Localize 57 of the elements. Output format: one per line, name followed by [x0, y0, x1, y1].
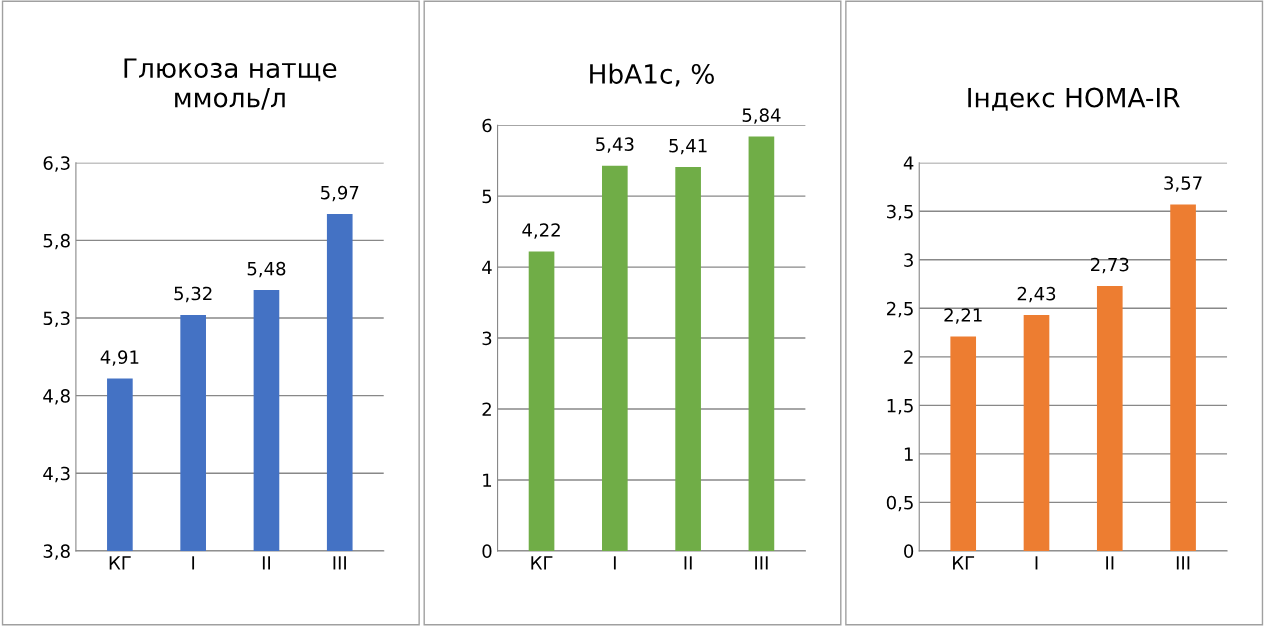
y-tick-label: 4,8 [43, 389, 70, 405]
x-tick-label: КГ [109, 556, 131, 570]
y-tick-label: 1 [483, 473, 492, 487]
y-tick-label: 0,5 [886, 495, 913, 512]
bar [748, 136, 775, 551]
bar [528, 251, 555, 551]
y-tick-label: 4,3 [43, 466, 70, 483]
data-label: 5,84 [742, 108, 781, 124]
y-tick-label: 1 [904, 447, 913, 461]
y-tick-label: 0 [904, 544, 914, 558]
y-tick-label: 3 [482, 331, 492, 346]
x-tick-label: II [1106, 556, 1114, 570]
y-tick-label: 2,5 [886, 301, 913, 318]
data-label: 2,21 [944, 308, 982, 324]
y-tick-label: 4 [482, 260, 492, 274]
y-tick-label: 3,5 [887, 204, 913, 221]
y-tick-label: 6 [482, 118, 492, 133]
y-tick-label: 3,8 [43, 544, 70, 560]
bar [1096, 285, 1123, 551]
data-label: 3,57 [1164, 176, 1202, 192]
data-label: 5,48 [247, 261, 286, 278]
y-tick-label: 2 [904, 350, 913, 364]
data-label: 5,97 [321, 185, 359, 202]
y-tick-label: 5,8 [43, 233, 70, 250]
chart-title: Індекс HOMA-IR [968, 87, 1180, 111]
bar [602, 165, 628, 551]
x-tick-label: III [1176, 556, 1190, 570]
data-label: 5,32 [174, 286, 212, 303]
y-tick-label: 3 [904, 253, 913, 267]
data-label: 2,43 [1017, 286, 1056, 303]
x-tick-label: I [613, 556, 616, 570]
y-tick-label: 0 [482, 544, 492, 558]
bar [675, 167, 701, 551]
data-label: 5,41 [669, 139, 707, 155]
data-label: 4,91 [100, 350, 139, 366]
bar [1170, 204, 1196, 551]
x-tick-label: I [192, 556, 195, 570]
bar [1023, 315, 1050, 551]
chart-title: Глюкоза натще ммоль/л [124, 58, 337, 110]
y-tick-label: 4 [903, 156, 914, 170]
y-tick-label: 5,3 [43, 311, 70, 327]
bar [950, 336, 977, 551]
y-tick-label: 5 [482, 189, 492, 204]
x-tick-label: II [684, 556, 692, 570]
y-tick-label: 6,3 [43, 156, 70, 172]
x-tick-label: III [755, 556, 768, 570]
x-tick-label: КГ [531, 556, 553, 570]
x-tick-label: III [333, 556, 346, 570]
x-tick-label: КГ [953, 556, 975, 570]
x-tick-label: II [262, 556, 270, 570]
x-tick-label: I [1035, 556, 1038, 570]
data-label: 5,43 [596, 137, 634, 153]
chart-title: HbA1c, % [590, 63, 714, 87]
data-label: 2,73 [1091, 257, 1129, 274]
y-tick-label: 1,5 [887, 399, 913, 415]
data-label: 4,22 [522, 223, 560, 239]
y-tick-label: 2 [482, 402, 491, 416]
